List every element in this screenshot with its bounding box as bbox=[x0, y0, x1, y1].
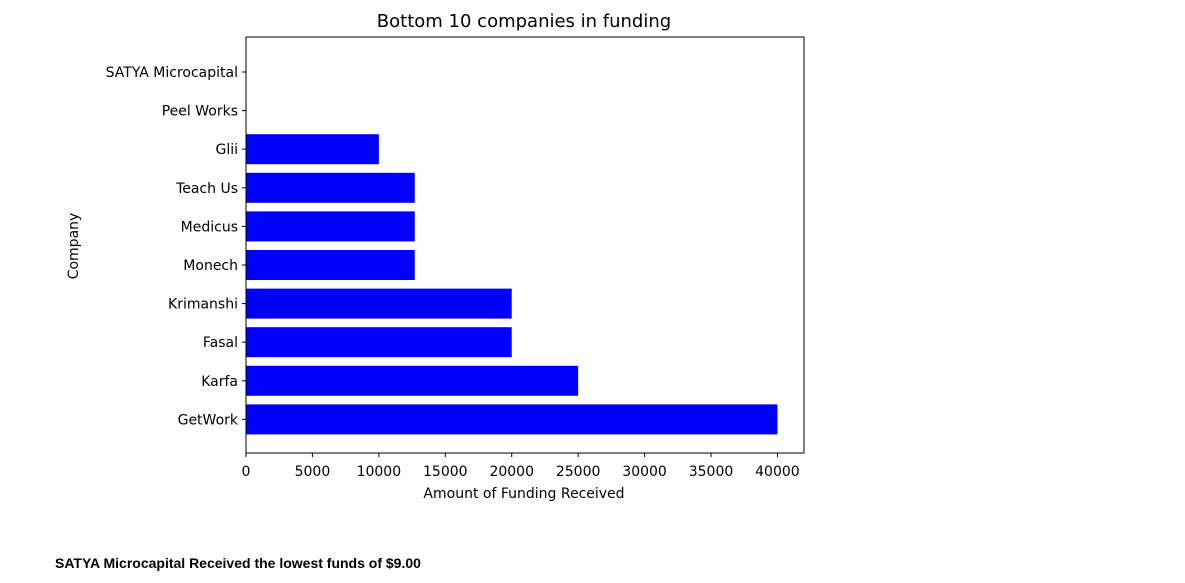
x-tick-label: 40000 bbox=[755, 464, 800, 480]
bar-getwork bbox=[246, 404, 778, 435]
bar-glii bbox=[246, 134, 379, 165]
bar-medicus bbox=[246, 211, 415, 242]
y-tick-label: Peel Works bbox=[162, 104, 238, 120]
x-tick-label: 15000 bbox=[423, 464, 468, 480]
x-tick-label: 0 bbox=[242, 464, 251, 480]
x-tick-label: 35000 bbox=[689, 464, 734, 480]
y-tick-label: GetWork bbox=[178, 412, 239, 428]
y-tick-label: Medicus bbox=[181, 219, 238, 235]
bar-chart: Bottom 10 companies in funding GetWork Ka… bbox=[66, 11, 805, 502]
x-tick-label: 20000 bbox=[489, 464, 534, 480]
bar-karfa bbox=[246, 365, 579, 396]
y-axis-label: Company bbox=[66, 213, 82, 280]
bar-monech bbox=[246, 250, 415, 280]
y-tick-label: Krimanshi bbox=[168, 297, 238, 313]
y-tick-label: Teach Us bbox=[175, 181, 238, 197]
x-tick-label: 25000 bbox=[556, 464, 601, 480]
x-tick-label: 30000 bbox=[622, 464, 667, 480]
x-axis-label: Amount of Funding Received bbox=[423, 486, 624, 502]
bar-fasal bbox=[246, 327, 512, 358]
y-tick-label: Karfa bbox=[201, 374, 238, 390]
y-tick-label: Fasal bbox=[203, 335, 238, 351]
x-tick-label: 5000 bbox=[295, 464, 331, 480]
x-tick-label: 10000 bbox=[357, 464, 402, 480]
y-tick-label: SATYA Microcapital bbox=[106, 65, 238, 81]
bar-teach-us bbox=[246, 172, 415, 203]
y-tick-label: Glii bbox=[215, 142, 238, 158]
bar-krimanshi bbox=[246, 288, 512, 319]
chart-title: Bottom 10 companies in funding bbox=[377, 11, 671, 32]
y-tick-label: Monech bbox=[183, 258, 238, 274]
plot-frame bbox=[245, 36, 805, 454]
lowest-funding-note: SATYA Microcapital Received the lowest f… bbox=[55, 555, 421, 571]
